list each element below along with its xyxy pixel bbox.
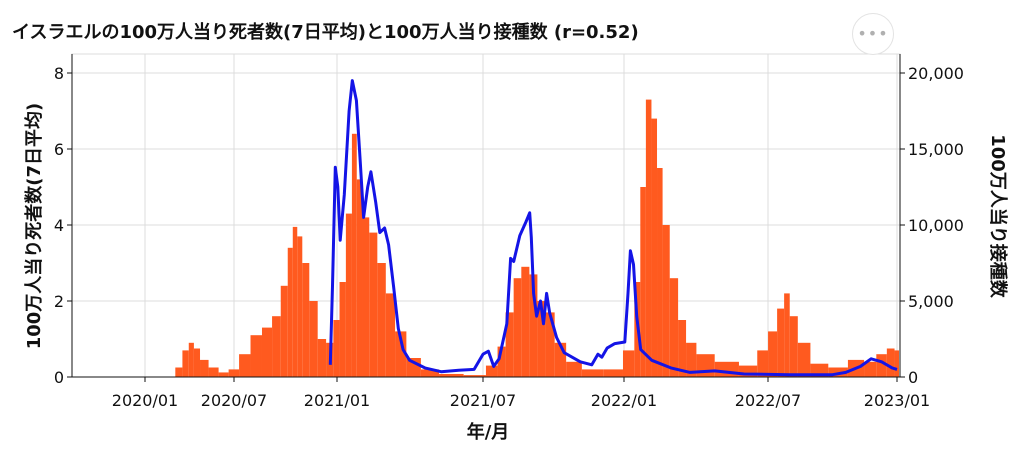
death-bar <box>339 282 346 377</box>
plot-frame <box>71 53 901 378</box>
x-tick-label: 2020/01 <box>112 391 178 410</box>
death-bar <box>369 232 378 377</box>
death-bar <box>603 369 623 377</box>
death-bar <box>622 350 635 377</box>
right-tick-label: 20,000 <box>908 64 964 83</box>
x-axis-label: 年/月 <box>467 421 510 443</box>
death-bar <box>302 263 310 377</box>
death-bar <box>651 118 658 377</box>
death-bar <box>385 293 396 377</box>
death-bar <box>485 365 498 377</box>
death-bar <box>777 308 785 377</box>
left-axis-label: 100万人当り死者数(7日平均) <box>23 103 45 350</box>
axes: 0 2 4 6 8 0 5,000 10,000 15,000 20,000 2020/01 2020… <box>54 54 964 410</box>
death-bar <box>662 225 670 377</box>
left-tick-label: 2 <box>54 292 64 311</box>
death-bar <box>696 354 715 377</box>
left-tick-label: 4 <box>54 216 64 235</box>
death-bar <box>521 266 530 377</box>
death-bar <box>239 354 251 377</box>
death-bar <box>280 285 288 377</box>
grid <box>71 53 901 378</box>
death-bar <box>497 346 506 377</box>
death-bar <box>864 361 877 377</box>
death-bar <box>757 350 769 377</box>
death-bar <box>250 335 262 377</box>
death-bar <box>175 367 183 377</box>
death-bar <box>208 367 219 377</box>
death-bar <box>686 342 697 377</box>
death-bar <box>193 348 201 377</box>
death-bar <box>362 217 370 377</box>
vaccinations-line <box>328 79 898 377</box>
death-bar <box>894 350 899 377</box>
more-icon: ••• <box>857 24 889 43</box>
left-tick-label: 6 <box>54 140 64 159</box>
death-bar <box>513 278 522 377</box>
death-bar <box>377 263 386 377</box>
chart-title: イスラエルの100万人当り死者数(7日平均)と100万人当り接種数 (r=0.5… <box>12 21 639 43</box>
death-bar <box>463 375 486 377</box>
death-bar <box>554 342 567 377</box>
death-bar <box>581 369 604 377</box>
x-tick-label: 2020/07 <box>201 391 267 410</box>
death-bar <box>797 342 811 377</box>
death-bar <box>345 213 352 377</box>
death-bar <box>218 372 229 377</box>
right-tick-label: 5,000 <box>908 292 954 311</box>
left-tick-label: 8 <box>54 64 64 83</box>
death-bar <box>188 342 194 377</box>
x-tick-label: 2021/07 <box>450 391 516 410</box>
death-bar <box>678 320 687 377</box>
death-bar <box>317 339 327 377</box>
death-bar <box>876 354 887 377</box>
right-tick-label: 10,000 <box>908 216 964 235</box>
death-bar <box>351 133 357 377</box>
death-bar <box>714 361 739 377</box>
death-bar <box>784 293 790 377</box>
x-tick-label: 2022/07 <box>735 391 801 410</box>
x-tick-label: 2022/01 <box>591 391 657 410</box>
x-tick-label: 2023/01 <box>864 391 930 410</box>
death-bar <box>420 369 440 377</box>
death-bar <box>640 187 646 377</box>
left-tick-label: 0 <box>54 368 64 387</box>
death-bar <box>657 168 663 377</box>
death-bar <box>297 236 303 377</box>
death-bar <box>309 301 318 377</box>
death-bar <box>272 316 281 377</box>
death-bar <box>292 226 298 377</box>
death-bar <box>356 179 363 377</box>
death-bar <box>789 316 798 377</box>
death-bar <box>768 331 778 377</box>
death-bar <box>287 247 293 377</box>
x-tick-label: 2021/01 <box>304 391 370 410</box>
death-bar <box>529 274 538 377</box>
more-options-button[interactable]: ••• <box>852 13 894 55</box>
death-bar <box>545 312 555 377</box>
death-bar <box>200 359 209 377</box>
right-tick-label: 15,000 <box>908 140 964 159</box>
death-bar <box>645 99 652 377</box>
death-bar <box>738 365 758 377</box>
death-bar <box>566 361 582 377</box>
death-bar <box>261 327 273 377</box>
death-bar <box>505 312 514 377</box>
death-bar <box>228 369 240 377</box>
death-bar <box>182 350 189 377</box>
deaths-bars <box>175 99 899 377</box>
death-bar <box>333 320 340 377</box>
death-bar <box>439 373 464 377</box>
right-axis-label: 100万人当り接種数 <box>987 134 1009 299</box>
right-tick-label: 0 <box>908 368 918 387</box>
death-bar <box>395 331 407 377</box>
death-bar <box>886 348 895 377</box>
death-bar <box>537 301 546 377</box>
death-bar <box>669 278 679 377</box>
